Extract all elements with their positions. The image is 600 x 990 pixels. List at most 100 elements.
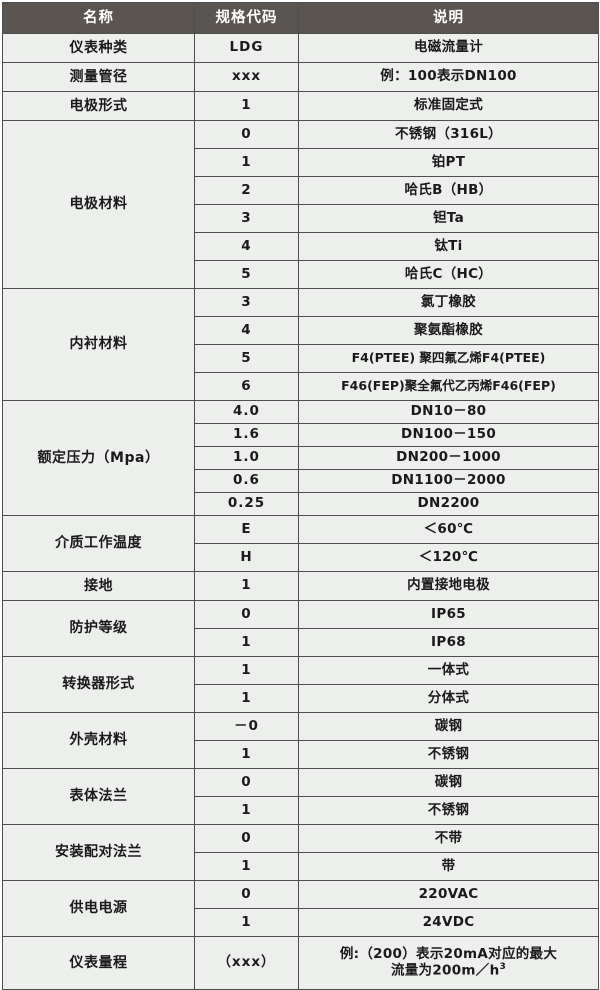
description-cell: 碳钢	[298, 712, 599, 741]
code-cell: 1	[194, 908, 299, 937]
description-cell: 氯丁橡胶	[298, 288, 599, 317]
description-cell: DN100－150	[298, 423, 599, 447]
code-cell: 0	[194, 120, 299, 149]
group-name-cell: 接地	[2, 571, 195, 601]
description-cell: 哈氏C（HC）	[298, 260, 599, 289]
table-row: 外壳材料 －0 碳钢	[2, 712, 599, 769]
description-cell: 不锈钢（316L）	[298, 120, 599, 149]
group-name-cell: 安装配对法兰	[2, 824, 195, 881]
description-cell: 聚氨酯橡胶	[298, 316, 599, 345]
table-row: 仪表量程 （xxx） 例:（200）表示20mA对应的最大 流量为200m／h3	[2, 936, 599, 990]
code-cell: 3	[194, 288, 299, 317]
code-cell: 6	[194, 372, 299, 401]
description-cell: ＜60℃	[298, 515, 599, 544]
description-cell: 24VDC	[298, 908, 599, 937]
code-cell: 0	[194, 880, 299, 909]
group-name-cell: 外壳材料	[2, 712, 195, 769]
code-cell: 5	[194, 260, 299, 289]
group-name-cell: 供电电源	[2, 880, 195, 937]
code-cell: 1	[194, 628, 299, 657]
table-row: 0.25 DN2200	[3, 492, 599, 516]
group-name-cell: 额定压力（Mpa）	[2, 400, 195, 516]
code-cell: H	[194, 543, 299, 572]
table-row: 供电电源 0 220VAC	[2, 880, 599, 937]
table-row: H ＜120℃	[3, 543, 599, 572]
group-name-cell: 表体法兰	[2, 768, 195, 825]
description-cell: DN2200	[298, 492, 599, 516]
code-cell: 2	[194, 176, 299, 205]
description-cell: 铂PT	[298, 148, 599, 177]
code-cell: 0	[194, 824, 299, 853]
table-row: 仪表种类 LDG 电磁流量计	[2, 33, 599, 63]
table-row: 电极材料 0 不锈钢（316L）	[2, 120, 599, 289]
code-cell: 4	[194, 232, 299, 261]
table-body: 仪表种类 LDG 电磁流量计 测量管径 xxx 例：100表示DN100 电极形…	[2, 33, 599, 990]
code-cell: 4	[194, 316, 299, 345]
description-cell: 带	[298, 852, 599, 881]
group-name-cell: 测量管径	[2, 62, 195, 92]
table-row: 额定压力（Mpa） 4.0 DN10－80	[2, 400, 599, 516]
description-cell: 不带	[298, 824, 599, 853]
group-name-cell: 转换器形式	[2, 656, 195, 713]
description-cell: 标准固定式	[298, 91, 599, 121]
code-cell: 0.6	[194, 469, 299, 493]
description-cell: DN200－1000	[298, 446, 599, 470]
table-row: 5 哈氏C（HC）	[3, 260, 599, 289]
group-name-cell: 介质工作温度	[2, 515, 195, 572]
description-cell: 例:（200）表示20mA对应的最大 流量为200m／h3	[298, 936, 599, 990]
column-header-code: 规格代码	[194, 2, 299, 34]
description-cell: IP68	[298, 628, 599, 657]
code-cell: 1	[194, 571, 299, 601]
table-row: 4 钛Ti	[3, 232, 599, 261]
description-line-2: 流量为200m／h3	[301, 962, 596, 979]
description-cell: DN1100－2000	[298, 469, 599, 493]
description-cell: F46(FEP)聚全氟代乙丙烯F46(FEP)	[298, 372, 599, 401]
table-row: 2 哈氏B（HB）	[3, 176, 599, 205]
table-row: 6 F46(FEP)聚全氟代乙丙烯F46(FEP)	[3, 372, 599, 401]
table-header-row: 名称 规格代码 说明	[2, 2, 599, 34]
table-row: 接地 1 内置接地电极	[2, 571, 599, 601]
group-name-cell: 防护等级	[2, 600, 195, 657]
table-row: 内衬材料 3 氯丁橡胶	[2, 288, 599, 401]
description-cell: 哈氏B（HB）	[298, 176, 599, 205]
description-cell: 电磁流量计	[298, 33, 599, 63]
group-name-cell: 仪表种类	[2, 33, 195, 63]
description-cell: 分体式	[298, 684, 599, 713]
code-cell: （xxx）	[194, 936, 299, 990]
table-row: 介质工作温度 E ＜60℃	[2, 515, 599, 572]
table-row: 转换器形式 1 一体式	[2, 656, 599, 713]
table-row: 1 24VDC	[3, 908, 599, 937]
description-line-1: 例:（200）表示20mA对应的最大	[339, 945, 558, 962]
description-cell: 220VAC	[298, 880, 599, 909]
description-cell: 一体式	[298, 656, 599, 685]
description-cell: ＜120℃	[298, 543, 599, 572]
table-row: 测量管径 xxx 例：100表示DN100	[2, 62, 599, 92]
table-row: 电极形式 1 标准固定式	[2, 91, 599, 121]
description-cell: 碳钢	[298, 768, 599, 797]
code-cell: LDG	[194, 33, 299, 63]
table-row: 1 铂PT	[3, 148, 599, 177]
description-cell: IP65	[298, 600, 599, 629]
code-cell: 1	[194, 656, 299, 685]
column-header-description: 说明	[298, 2, 599, 34]
description-cell: 例：100表示DN100	[298, 62, 599, 92]
description-cell: 钛Ti	[298, 232, 599, 261]
description-line-2-text: 流量为200m／h	[390, 962, 500, 979]
code-cell: 1	[194, 148, 299, 177]
description-cell: F4(PTEE) 聚四氟乙烯F4(PTEE)	[298, 344, 599, 373]
table-row: 1 带	[3, 852, 599, 881]
code-cell: 1	[194, 852, 299, 881]
code-cell: 1	[194, 91, 299, 121]
code-cell: 0.25	[194, 492, 299, 516]
code-cell: 3	[194, 204, 299, 233]
code-cell: xxx	[194, 62, 299, 92]
code-cell: 1.0	[194, 446, 299, 470]
table-row: 表体法兰 0 碳钢	[2, 768, 599, 825]
table-row: 1.0 DN200－1000	[3, 446, 599, 470]
column-header-name: 名称	[2, 2, 195, 34]
code-cell: 4.0	[194, 400, 299, 424]
description-cell: 不锈钢	[298, 796, 599, 825]
description-cell: 钽Ta	[298, 204, 599, 233]
table-row: 1 分体式	[3, 684, 599, 713]
